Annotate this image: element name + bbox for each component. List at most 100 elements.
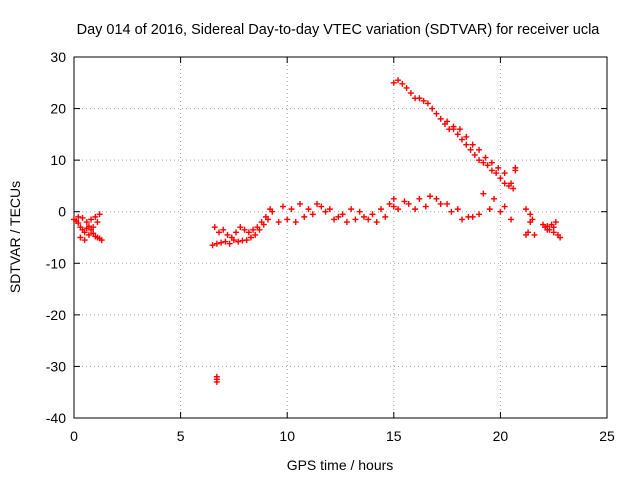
data-point — [454, 206, 461, 213]
data-point — [373, 219, 380, 226]
data-point — [233, 229, 240, 236]
data-point — [454, 131, 461, 138]
data-point — [497, 175, 504, 182]
data-point — [395, 206, 402, 213]
data-point — [525, 229, 532, 236]
data-point — [213, 378, 220, 385]
data-point — [463, 133, 470, 140]
data-point — [390, 79, 397, 86]
data-points — [71, 77, 564, 385]
data-point — [250, 226, 257, 233]
data-point — [92, 213, 99, 220]
data-point — [79, 214, 86, 221]
data-point — [267, 206, 274, 213]
data-point — [480, 190, 487, 197]
data-point — [322, 208, 329, 215]
data-point — [459, 136, 466, 143]
series-band-15-21h — [390, 190, 515, 223]
data-point — [360, 213, 367, 220]
data-point — [318, 203, 325, 210]
y-tick-label: -40 — [46, 410, 66, 426]
data-point — [544, 226, 551, 233]
data-point — [401, 198, 408, 205]
series-cluster-0h — [71, 211, 105, 244]
data-point — [262, 213, 269, 220]
chart-title: Day 014 of 2016, Sidereal Day-to-day VTE… — [77, 22, 601, 38]
series-outlier — [213, 373, 220, 385]
data-point — [486, 206, 493, 213]
data-point — [369, 211, 376, 218]
data-point — [467, 146, 474, 153]
data-point — [314, 200, 321, 207]
data-point — [508, 216, 515, 223]
y-tick-label: 10 — [50, 152, 66, 168]
data-point — [476, 211, 483, 218]
data-point — [218, 239, 225, 246]
data-point — [275, 219, 282, 226]
y-tick-label: 20 — [50, 101, 66, 117]
series-cluster-21-23h — [522, 206, 564, 241]
data-point — [245, 229, 252, 236]
data-point — [422, 203, 429, 210]
data-point — [224, 231, 231, 238]
data-point — [220, 226, 227, 233]
data-point — [416, 195, 423, 202]
y-axis-label: SDTVAR / TECUs — [7, 181, 23, 293]
data-point — [522, 206, 529, 213]
data-point — [85, 223, 92, 230]
data-point — [81, 237, 88, 244]
data-point — [529, 216, 536, 223]
data-point — [247, 234, 254, 241]
data-point — [420, 97, 427, 104]
data-point — [448, 208, 455, 215]
data-point — [215, 229, 222, 236]
data-point — [437, 200, 444, 207]
y-tick-label: 0 — [58, 204, 66, 220]
data-point — [252, 231, 259, 238]
series-descending-track-2 — [444, 118, 515, 187]
x-tick-label: 0 — [70, 428, 78, 444]
axis-ticks: 0 5 10 15 20 25 -40 -30 -20 -10 0 10 20 30 — [46, 49, 615, 444]
data-point — [75, 220, 82, 227]
data-point — [497, 208, 504, 215]
data-point — [395, 77, 402, 84]
data-point — [459, 216, 466, 223]
x-tick-label: 25 — [599, 428, 615, 444]
data-point — [378, 206, 385, 213]
data-point — [292, 219, 299, 226]
data-point — [412, 206, 419, 213]
data-point — [424, 100, 431, 107]
data-point — [98, 237, 105, 244]
data-point — [237, 224, 244, 231]
data-point — [258, 219, 265, 226]
data-point — [433, 195, 440, 202]
data-point — [493, 170, 500, 177]
data-point — [309, 211, 316, 218]
data-point — [476, 157, 483, 164]
data-point — [288, 206, 295, 213]
data-point — [469, 141, 476, 148]
y-tick-label: -10 — [46, 255, 66, 271]
x-tick-label: 10 — [279, 428, 295, 444]
data-point — [356, 208, 363, 215]
data-point — [450, 123, 457, 130]
data-point — [326, 206, 333, 213]
plot-frame — [73, 56, 608, 419]
x-tick-label: 20 — [493, 428, 509, 444]
series-cluster-7h — [209, 206, 276, 249]
data-point — [399, 80, 406, 87]
data-point — [88, 216, 95, 223]
data-point — [484, 162, 491, 169]
data-point — [222, 238, 229, 245]
series-isolated — [512, 164, 519, 174]
data-point — [508, 180, 515, 187]
data-point — [480, 159, 487, 166]
data-point — [331, 216, 338, 223]
data-point — [90, 224, 97, 231]
data-point — [463, 141, 470, 148]
data-point — [491, 195, 498, 202]
data-point — [482, 154, 489, 161]
data-point — [495, 164, 502, 171]
x-tick-label: 15 — [386, 428, 402, 444]
